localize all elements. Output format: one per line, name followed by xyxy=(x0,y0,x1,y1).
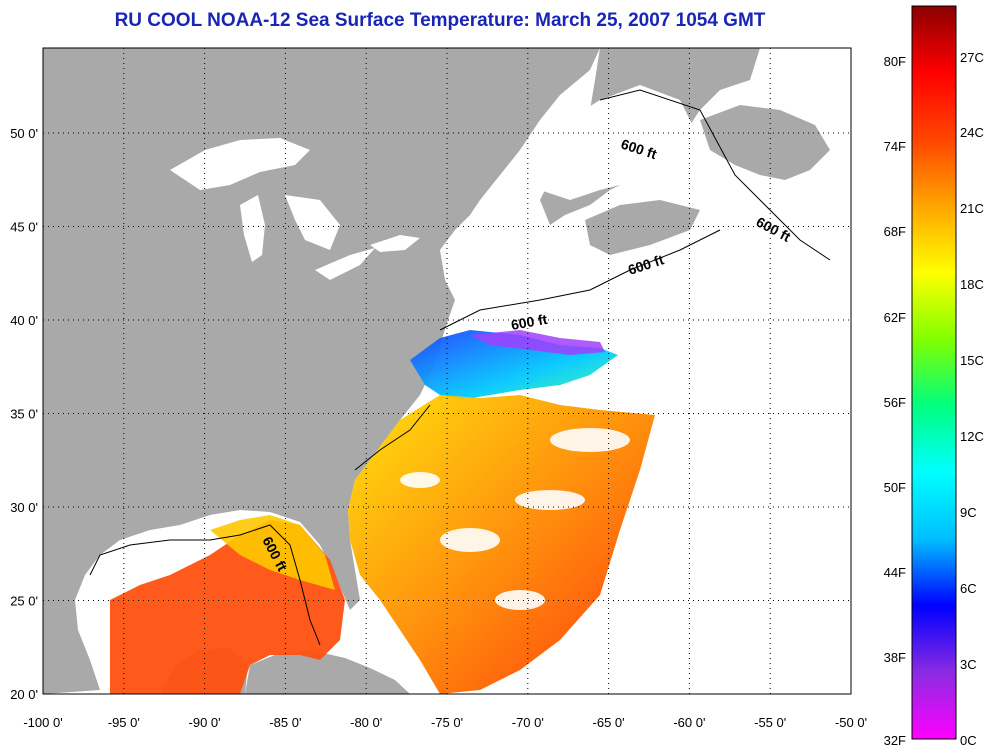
depth-contours xyxy=(89,89,831,646)
x-tick-label: -75 0' xyxy=(431,715,463,730)
colorbar-c-label: 12C xyxy=(960,429,984,444)
x-tick-label: -90 0' xyxy=(189,715,221,730)
y-tick-label: 50 0' xyxy=(10,126,38,141)
land-nova-scotia xyxy=(585,200,700,255)
colorbar-f-label: 32F xyxy=(884,733,906,748)
x-tick-label: -55 0' xyxy=(754,715,786,730)
x-tick-label: -95 0' xyxy=(108,715,140,730)
sst-northern-gulf xyxy=(210,515,335,590)
land-newfoundland xyxy=(700,105,830,180)
lake-michigan xyxy=(240,195,265,262)
colorbar-c-label: 18C xyxy=(960,277,984,292)
colorbar-c-label: 0C xyxy=(960,733,977,748)
map-area xyxy=(43,48,851,694)
colorbar-f-label: 44F xyxy=(884,565,906,580)
y-tick-label: 30 0' xyxy=(10,500,38,515)
sst-gulf-stream xyxy=(348,395,655,694)
x-tick-label: -50 0' xyxy=(835,715,867,730)
x-tick-label: -85 0' xyxy=(269,715,301,730)
lake-huron xyxy=(285,195,340,250)
colorbar-celsius-labels: 27C 24C 21C 18C 15C 12C 9C 6C 3C 0C xyxy=(960,50,984,748)
colorbar-c-label: 21C xyxy=(960,201,984,216)
map-frame xyxy=(42,47,852,695)
colorbar-gradient xyxy=(911,5,957,740)
land-cuba xyxy=(245,650,410,694)
x-tick-label: -60 0' xyxy=(673,715,705,730)
y-tick-label: 40 0' xyxy=(10,313,38,328)
cloud-patches xyxy=(400,428,630,610)
lake-ontario xyxy=(370,235,420,252)
colorbar-f-label: 56F xyxy=(884,395,906,410)
colorbar-f-label: 80F xyxy=(884,54,906,69)
x-axis-ticks: -100 0' -95 0' -90 0' -85 0' -80 0' -75 0' -70… xyxy=(23,715,867,730)
colorbar: 80F 74F 68F 62F 56F 50F 44F 38F 32F 27C 24C 21C 18C… xyxy=(884,5,984,748)
contour-label-600ft-4: 600 ft xyxy=(510,311,549,333)
colorbar-fahrenheit-labels: 80F 74F 68F 62F 56F 50F 44F 38F 32F xyxy=(884,54,906,748)
y-tick-label: 35 0' xyxy=(10,407,38,422)
x-tick-label: -100 0' xyxy=(23,715,62,730)
colorbar-f-label: 68F xyxy=(884,224,906,239)
colorbar-f-label: 50F xyxy=(884,480,906,495)
st-lawrence-gulf xyxy=(520,85,700,200)
y-tick-label: 25 0' xyxy=(10,594,38,609)
sst-swath xyxy=(110,330,655,694)
lake-erie xyxy=(315,248,375,280)
map-title: RU COOL NOAA-12 Sea Surface Temperature:… xyxy=(114,10,766,31)
x-tick-label: -65 0' xyxy=(593,715,625,730)
x-tick-label: -70 0' xyxy=(512,715,544,730)
y-tick-label: 45 0' xyxy=(10,220,38,235)
y-tick-label: 20 0' xyxy=(10,687,38,702)
lake-superior xyxy=(170,138,310,190)
colorbar-c-label: 3C xyxy=(960,657,977,672)
colorbar-f-label: 74F xyxy=(884,139,906,154)
colorbar-c-label: 15C xyxy=(960,353,984,368)
colorbar-c-label: 9C xyxy=(960,505,977,520)
x-tick-label: -80 0' xyxy=(350,715,382,730)
y-axis-ticks: 50 0' 45 0' 40 0' 35 0' 30 0' 25 0' 20 0' xyxy=(10,126,38,702)
colorbar-c-label: 24C xyxy=(960,125,984,140)
colorbar-c-label: 6C xyxy=(960,581,977,596)
colorbar-f-label: 38F xyxy=(884,650,906,665)
colorbar-c-label: 27C xyxy=(960,50,984,65)
colorbar-f-label: 62F xyxy=(884,310,906,325)
sst-purple-band xyxy=(470,330,605,355)
land-north-america xyxy=(43,48,600,694)
